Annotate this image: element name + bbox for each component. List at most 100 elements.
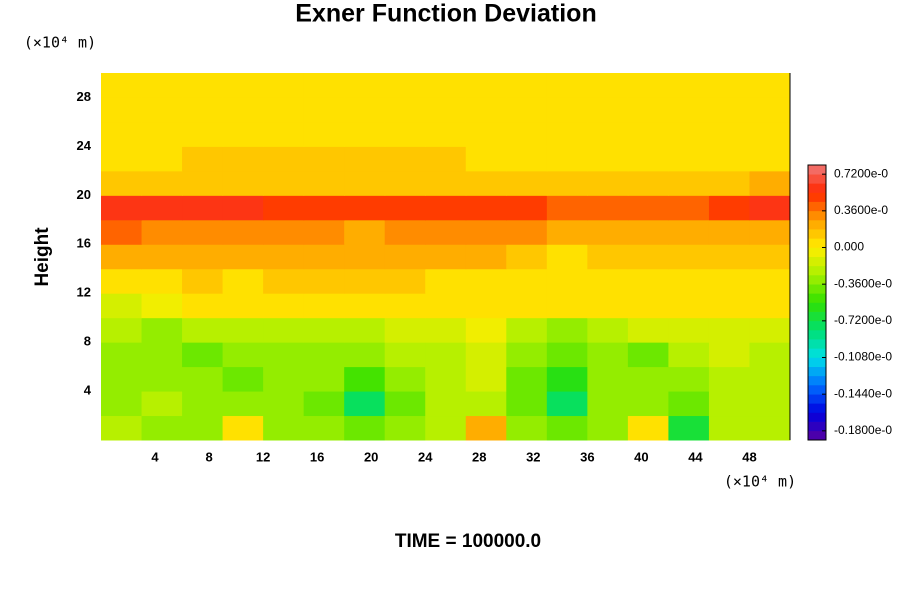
contour-cell bbox=[384, 366, 426, 392]
contour-cell bbox=[587, 195, 629, 221]
contour-cell bbox=[222, 366, 264, 392]
contour-cell bbox=[587, 146, 629, 172]
colorbar-band bbox=[808, 174, 826, 184]
contour-cell bbox=[141, 73, 183, 98]
contour-cell bbox=[101, 342, 143, 368]
contour-cell bbox=[222, 317, 264, 343]
contour-cell bbox=[182, 293, 224, 319]
contour-cell bbox=[101, 170, 143, 196]
contour-cell bbox=[344, 342, 386, 368]
contour-cell bbox=[101, 73, 143, 98]
contour-cell bbox=[141, 97, 183, 123]
contour-cell bbox=[708, 391, 750, 417]
colorbar-band bbox=[808, 421, 826, 432]
colorbar-tick-label: 0.7200e-0 bbox=[834, 166, 888, 180]
contour-cell bbox=[222, 391, 264, 417]
contour-cell bbox=[587, 121, 629, 147]
contour-cell bbox=[425, 366, 467, 392]
contour-cell bbox=[101, 268, 143, 294]
x-tick-label: 48 bbox=[742, 449, 756, 464]
colorbar-band bbox=[808, 403, 826, 413]
contour-cell bbox=[708, 415, 750, 441]
colorbar-band bbox=[808, 265, 826, 276]
footer: TIME = 100000.0 bbox=[395, 531, 541, 552]
contour-cell bbox=[344, 195, 386, 221]
contour-cell bbox=[546, 146, 588, 172]
contour-cell bbox=[749, 73, 791, 98]
contour-cell bbox=[627, 366, 669, 392]
y-tick-label: 20 bbox=[77, 187, 91, 202]
contour-cell bbox=[749, 415, 791, 441]
contour-cell bbox=[263, 146, 305, 172]
contour-cell bbox=[708, 317, 750, 343]
contour-cell bbox=[263, 415, 305, 441]
contour-cell bbox=[425, 97, 467, 123]
contour-cell bbox=[384, 293, 426, 319]
contour-cell bbox=[546, 170, 588, 196]
colorbar-tick-label: 0.3600e-0 bbox=[834, 203, 888, 217]
contour-cell bbox=[101, 317, 143, 343]
colorbar-tick-label: -0.1080e-0 bbox=[834, 350, 892, 364]
contour-cell bbox=[222, 268, 264, 294]
x-tick-label: 4 bbox=[151, 449, 159, 464]
contour-cell bbox=[587, 293, 629, 319]
contour-cell bbox=[384, 97, 426, 123]
contour-cell bbox=[465, 146, 507, 172]
y-tick-label: 16 bbox=[77, 236, 91, 251]
contour-cell bbox=[425, 268, 467, 294]
contour-cell bbox=[668, 97, 710, 123]
x-tick-label: 24 bbox=[418, 449, 433, 464]
contour-cell bbox=[303, 195, 345, 221]
contour-cell bbox=[425, 73, 467, 98]
x-tick-label: 36 bbox=[580, 449, 594, 464]
colorbar-band bbox=[808, 183, 826, 193]
contour-cell bbox=[465, 121, 507, 147]
contour-cell bbox=[141, 342, 183, 368]
contour-cell bbox=[546, 219, 588, 245]
contour-cell bbox=[465, 268, 507, 294]
contour-cell bbox=[668, 121, 710, 147]
contour-cell bbox=[101, 366, 143, 392]
contour-cell bbox=[384, 268, 426, 294]
contour-cell bbox=[344, 219, 386, 245]
contour-cell bbox=[627, 97, 669, 123]
contour-cell bbox=[749, 195, 791, 221]
contour-cell bbox=[182, 391, 224, 417]
contour-cell bbox=[263, 170, 305, 196]
contour-cell bbox=[141, 293, 183, 319]
colorbar-tick-label: -0.1440e-0 bbox=[834, 386, 892, 400]
colorbar-band bbox=[808, 311, 826, 322]
y-axis-label: Height bbox=[32, 227, 53, 287]
contour-cell bbox=[708, 293, 750, 319]
contour-cell bbox=[263, 121, 305, 147]
contour-cell bbox=[506, 73, 548, 98]
contour-cell bbox=[303, 415, 345, 441]
contour-cell bbox=[425, 146, 467, 172]
colorbar-band bbox=[808, 394, 826, 404]
contour-cell bbox=[546, 73, 588, 98]
x-tick-label: 20 bbox=[364, 449, 378, 464]
contour-cell bbox=[344, 73, 386, 98]
contour-cell bbox=[749, 293, 791, 319]
contour-cell bbox=[425, 219, 467, 245]
contour-cell bbox=[222, 219, 264, 245]
contour-cell bbox=[465, 244, 507, 270]
colorbar-band bbox=[808, 238, 826, 248]
y-unit: (×10⁴ m) bbox=[24, 34, 96, 52]
colorbar-band bbox=[808, 366, 826, 377]
colorbar-band bbox=[808, 229, 826, 239]
contour-cell bbox=[465, 195, 507, 221]
contour-cell bbox=[263, 342, 305, 368]
contour-cell bbox=[708, 146, 750, 172]
contour-cell bbox=[627, 121, 669, 147]
contour-cell bbox=[263, 293, 305, 319]
contour-cell bbox=[506, 121, 548, 147]
contour-cell bbox=[303, 317, 345, 343]
colorbar-tick-label: -0.7200e-0 bbox=[834, 313, 892, 327]
colorbar-band bbox=[808, 430, 826, 441]
contour-cell bbox=[425, 317, 467, 343]
contour-cell bbox=[465, 366, 507, 392]
contour-cell bbox=[344, 391, 386, 417]
colorbar-band bbox=[808, 201, 826, 212]
colorbar-band bbox=[808, 275, 826, 285]
